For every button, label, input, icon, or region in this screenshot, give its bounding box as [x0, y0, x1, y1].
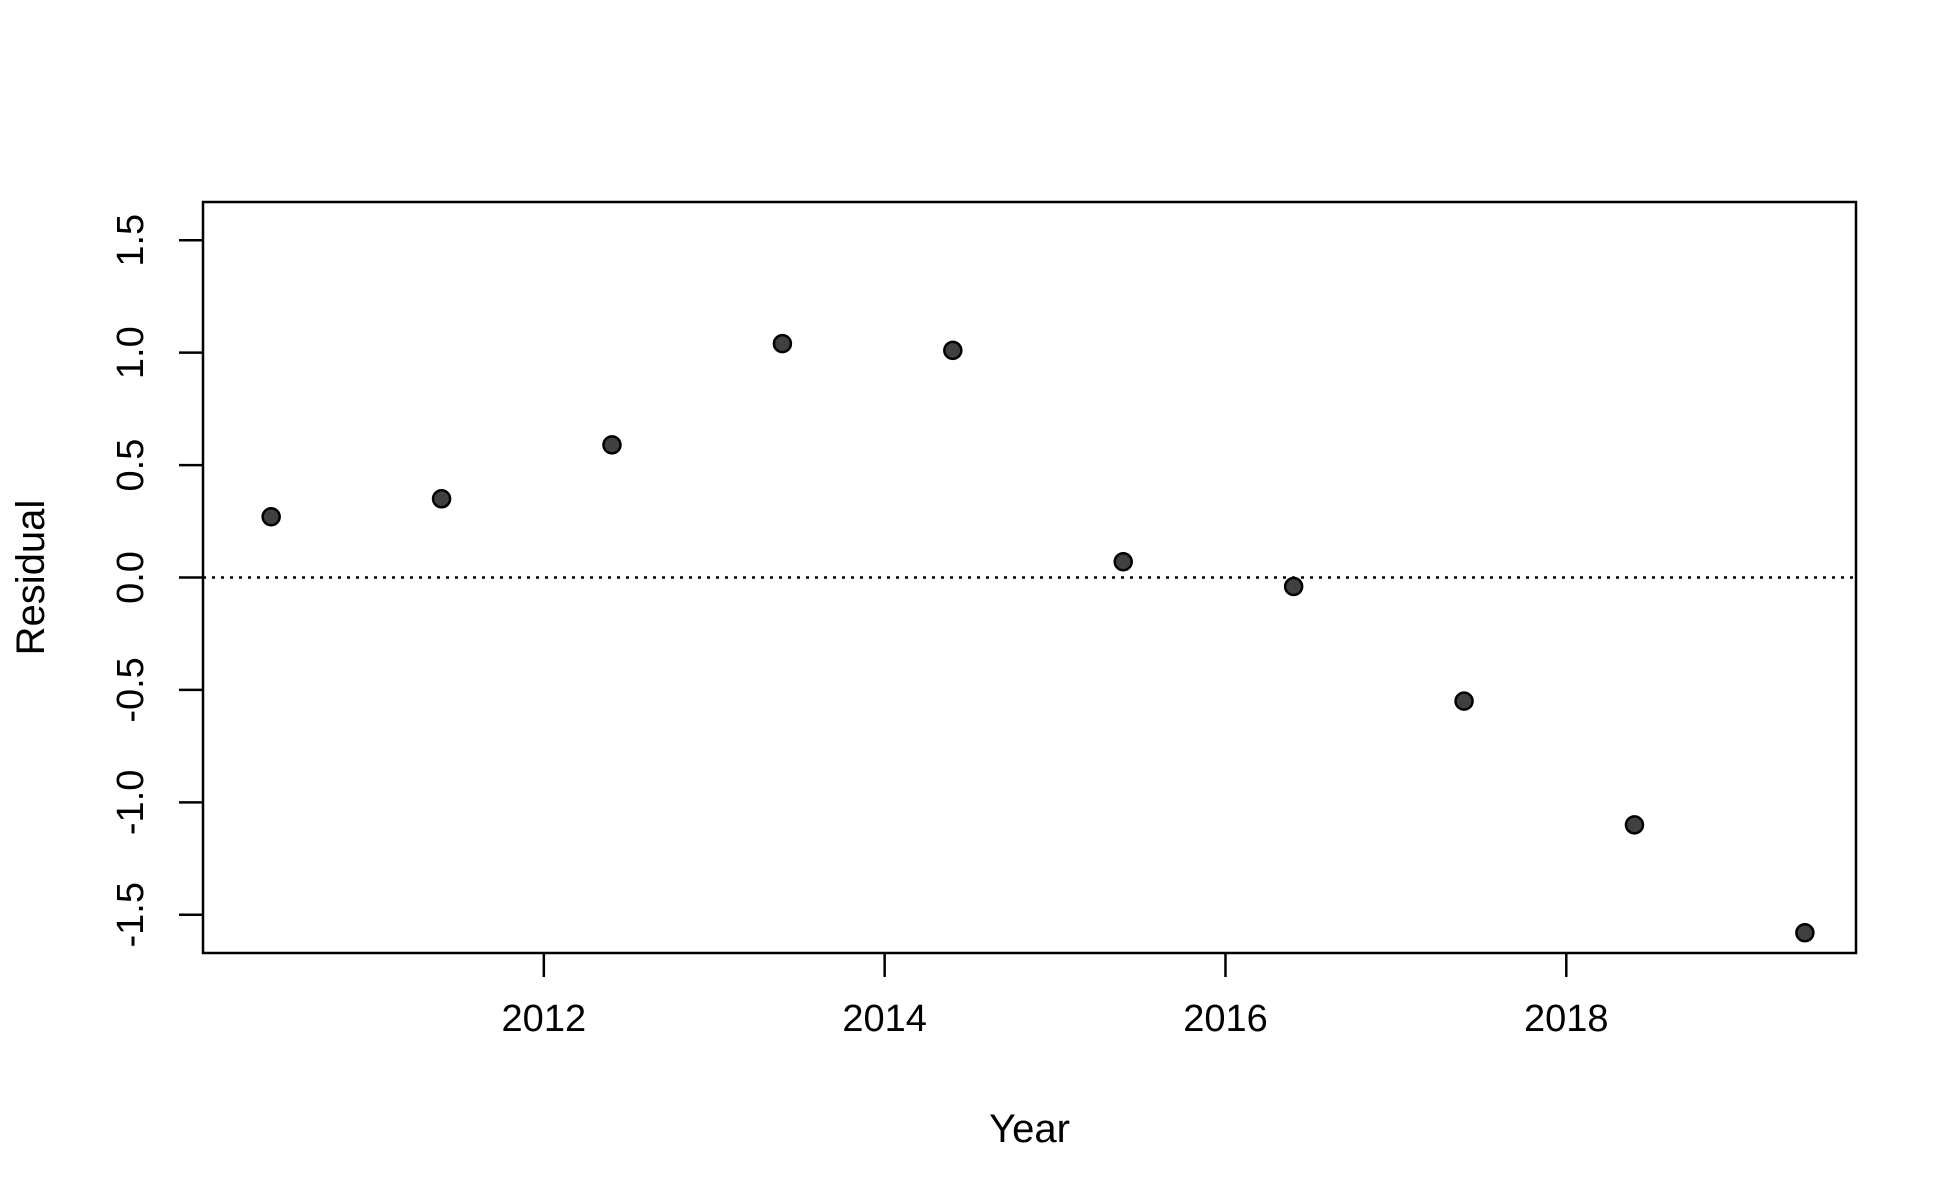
y-tick-label: 0.0 [110, 551, 152, 604]
data-point [1113, 552, 1133, 572]
plot-area: 2012 2014 2016 2018 -1.5 -1.0 -0.5 0.0 0.5 1.0 1.5 [110, 200, 1858, 1040]
y-tick-label: 1.0 [110, 326, 152, 379]
data-point [602, 435, 622, 455]
x-tick-label: 2018 [1524, 998, 1609, 1040]
data-point [1624, 815, 1645, 835]
data-point [1283, 576, 1304, 597]
data-point [1795, 923, 1815, 943]
y-tick-label: -1.0 [110, 770, 152, 835]
y-tick-label: -0.5 [110, 657, 152, 722]
y-axis-title: Residual [9, 500, 53, 656]
x-tick-label: 2016 [1183, 998, 1268, 1040]
y-tick-label: -1.5 [110, 882, 152, 947]
y-tick-label: 0.5 [110, 439, 152, 492]
data-point [431, 489, 452, 509]
y-tick-label: 1.5 [110, 214, 152, 267]
data-point [261, 507, 281, 527]
x-tick-label: 2014 [842, 998, 927, 1040]
data-point [772, 333, 793, 354]
x-axis-title: Year [989, 1107, 1070, 1151]
data-point [1454, 691, 1474, 711]
data-point [943, 340, 963, 361]
x-tick-label: 2012 [502, 998, 587, 1040]
